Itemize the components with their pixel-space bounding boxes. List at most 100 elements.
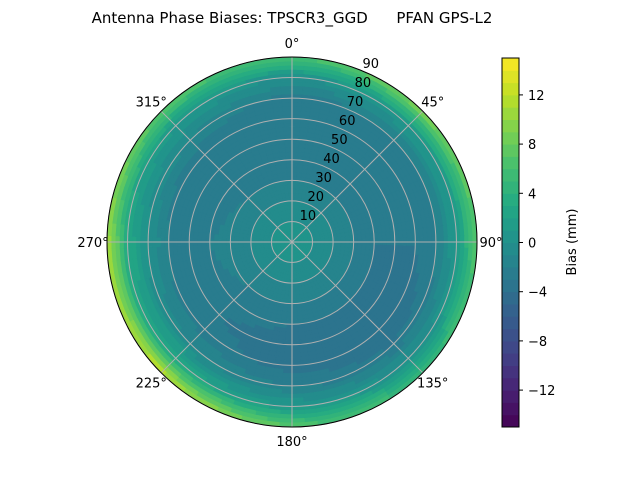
colorbar: −12 −8 −4 0 4 8 12 [501,57,555,428]
contour-cell [291,163,298,169]
contour-cell [340,236,346,241]
contour-cell [287,290,293,296]
r-tick-label: 80 [355,76,372,91]
contour-cell [291,147,299,153]
contour-field [106,56,478,428]
contour-cell [291,126,301,132]
contour-cell [291,106,302,112]
colorbar-level [502,402,519,416]
colorbar-level [502,414,519,428]
contour-cell [291,69,305,75]
contour-cell [357,243,363,250]
colorbar-level [502,107,519,120]
contour-cell [336,236,342,241]
contour-cell [285,331,293,337]
contour-cell [284,143,293,148]
contour-cell [287,184,293,189]
contour-cell [280,85,293,91]
contour-cell [291,180,297,185]
r-tick-label: 20 [307,190,324,205]
contour-cell [291,389,303,395]
contour-cell [286,311,293,317]
r-tick-label: 50 [331,133,348,148]
contour-cell [281,377,293,383]
colorbar-level [502,353,519,366]
colorbar-level [502,58,519,71]
colorbar-level [502,340,519,354]
contour-cell [282,106,293,112]
contour-cell [291,413,305,420]
contour-cell [291,356,301,362]
contour-cell [281,389,293,395]
contour-cell [287,188,293,194]
contour-cell [283,126,293,132]
colorbar-level [502,131,519,145]
contour-cell [291,397,304,403]
contour-cell [286,315,293,321]
contour-cell [281,101,293,107]
contour-cell [291,307,298,313]
colorbar-tick-label: −8 [528,335,547,350]
colorbar-level [502,242,519,256]
contour-cell [286,163,293,169]
contour-cell [291,295,297,300]
contour-cell [291,299,297,304]
contour-cell [291,85,304,91]
colorbar-level [502,267,519,280]
contour-cell [295,294,301,300]
colorbar-level [502,181,519,194]
contour-cell [291,143,300,148]
colorbar-level [502,168,519,182]
contour-cell [291,377,303,383]
contour-cell [295,290,300,296]
colorbar-tick-label: 0 [528,237,536,252]
contour-cell [283,184,289,190]
contour-cell [291,348,301,354]
contour-cell [288,192,293,198]
contour-cell [291,171,298,177]
colorbar-level [502,316,519,330]
contour-cell [291,89,303,95]
contour-cell [279,60,293,66]
r-tick-label: 40 [323,152,340,167]
contour-cell [201,232,207,240]
contour-cell [221,234,227,241]
theta-tick-label: 45° [421,95,444,110]
contour-cell [291,418,305,424]
contour-cell [284,336,293,341]
colorbar-level [502,193,519,207]
contour-cell [291,64,305,71]
contour-cell [287,180,293,185]
contour-cell [291,60,305,66]
r-tick-label: 10 [300,209,317,224]
r-tick-label: 70 [347,95,364,110]
contour-cell [242,243,248,248]
contour-cell [291,331,299,337]
colorbar-label: Bias (mm) [565,209,580,276]
contour-cell [283,352,293,358]
contour-cell [285,151,293,157]
r-tick-label: 30 [315,171,332,186]
contour-cell [287,295,293,300]
colorbar-tick-label: 8 [528,138,536,153]
contour-cell [291,368,302,374]
contour-cell [213,233,219,240]
colorbar-level [502,70,519,84]
contour-cell [282,110,293,116]
contour-cell [377,244,383,252]
contour-cell [284,188,289,194]
colorbar-level [502,279,519,293]
contour-cell [291,122,301,128]
colorbar-tick-label: 4 [528,187,536,202]
contour-cell [286,167,293,173]
contour-cell [291,290,297,296]
contour-cell [291,327,299,333]
theta-tick-label: 90° [479,236,502,251]
contour-cell [283,130,293,136]
theta-tick-label: 315° [136,95,167,110]
contour-cell [217,233,223,240]
contour-cell [283,356,293,362]
colorbar-level [502,304,519,317]
contour-cell [291,311,298,317]
